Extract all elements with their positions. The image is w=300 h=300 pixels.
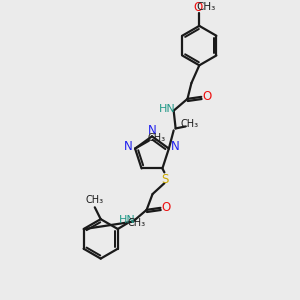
Text: O: O — [194, 1, 203, 13]
Text: N: N — [124, 140, 133, 153]
Text: HN: HN — [158, 104, 175, 114]
Text: CH₃: CH₃ — [148, 133, 166, 143]
Text: N: N — [170, 140, 179, 153]
Text: CH₃: CH₃ — [196, 2, 216, 12]
Text: HN: HN — [118, 215, 135, 225]
Text: O: O — [162, 201, 171, 214]
Text: CH₃: CH₃ — [180, 119, 199, 130]
Text: N: N — [148, 124, 156, 137]
Text: S: S — [162, 173, 169, 186]
Text: CH₃: CH₃ — [128, 218, 146, 228]
Text: CH₃: CH₃ — [86, 195, 104, 206]
Text: O: O — [202, 90, 212, 104]
